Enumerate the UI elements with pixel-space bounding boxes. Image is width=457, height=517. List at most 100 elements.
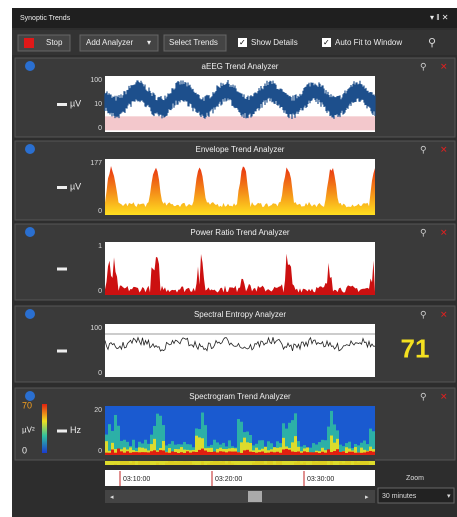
settings-icon[interactable]: ⚲ [420, 309, 427, 319]
axis-tick: 100 [90, 325, 102, 332]
spectrogram-col [201, 412, 204, 462]
spectrogram-col [162, 450, 165, 459]
plot-area [105, 324, 375, 377]
axis-tick: 177 [90, 160, 102, 167]
spectrogram-col [153, 450, 156, 459]
unit-label: µV [70, 98, 81, 108]
axis-tick: 1 [98, 243, 102, 250]
panel-title: Envelope Trend Analyzer [196, 145, 285, 154]
spectrogram-col [336, 449, 339, 458]
close-icon[interactable]: ✕ [440, 391, 448, 401]
panel-title: Spectrogram Trend Analyzer [189, 392, 291, 401]
spectrogram-col [330, 410, 333, 460]
spectrogram-col [243, 450, 246, 459]
spectrogram-col [111, 449, 114, 458]
settings-icon[interactable]: ⚲ [428, 37, 436, 49]
settings-icon[interactable]: ⚲ [420, 144, 427, 154]
spectrogram-col [363, 440, 366, 458]
band [105, 116, 375, 131]
spectrogram-col [156, 413, 159, 463]
auto-fit-checkbox[interactable] [322, 38, 331, 47]
spectrogram-col [318, 442, 321, 460]
trend-area [105, 253, 375, 295]
spectrogram-col [159, 415, 162, 465]
time-label: 03:30:00 [307, 476, 334, 483]
spectrogram-col [201, 438, 204, 488]
scroll-right[interactable]: ▸ [365, 494, 369, 501]
spectrogram-col [204, 450, 207, 459]
spectrogram-col [144, 439, 147, 457]
spectrogram-col [117, 448, 120, 457]
info-icon[interactable] [25, 144, 35, 154]
select-trends-button[interactable] [163, 34, 227, 52]
trend-area [105, 165, 375, 215]
spectrogram-col [132, 439, 135, 457]
add-analyzer-label: Add Analyzer [86, 38, 133, 47]
frame-cover [105, 455, 375, 461]
scale-marker [57, 186, 67, 189]
spectrogram-col [285, 448, 288, 457]
timeline: ◂ ▸ Zoom 30 minutes ▾ 03:10:00 03:20:00 03… [12, 465, 457, 517]
spectrogram-col [213, 439, 216, 457]
spectrogram-col [171, 441, 174, 459]
colorbar-min: 0 [22, 445, 27, 455]
info-icon[interactable] [25, 309, 35, 319]
spectrogram-col [369, 450, 372, 459]
zoom-dropdown[interactable] [377, 487, 455, 504]
spectrogram-col [159, 450, 162, 459]
spectrogram-col [267, 441, 270, 459]
settings-icon[interactable]: ⚲ [420, 61, 427, 71]
colorbar-max: 70 [22, 400, 32, 410]
spectrogram-col [288, 449, 291, 458]
spectrogram-col [198, 437, 201, 487]
axis-tick: 0 [98, 448, 102, 455]
axis-tick: 0 [98, 370, 102, 377]
spectrogram-col [312, 443, 315, 461]
aeeg-trace [104, 80, 376, 120]
axis-tick: 0 [98, 288, 102, 295]
close-icon[interactable]: ✕ [440, 227, 448, 237]
axis-tick: 0 [98, 125, 102, 132]
spectrogram-col [336, 438, 339, 488]
stop-icon [24, 38, 34, 48]
select-trends-label: Select Trends [169, 38, 218, 47]
info-icon[interactable] [25, 227, 35, 237]
time-label: 03:20:00 [215, 476, 242, 483]
show-details-checkbox[interactable] [238, 38, 247, 47]
spectrogram-col [327, 449, 330, 458]
settings-icon[interactable]: ⚲ [420, 227, 427, 237]
info-icon[interactable] [25, 61, 35, 71]
scale-marker [57, 267, 67, 271]
spectrogram-col [114, 414, 117, 464]
spectrogram-col [237, 419, 240, 469]
spectrogram-col [108, 424, 111, 474]
settings-icon[interactable]: ⚲ [420, 391, 427, 401]
close-icon[interactable]: ✕ [440, 309, 448, 319]
window-controls[interactable]: ▾ ‖ ✕ [430, 13, 448, 22]
plot-area [105, 242, 375, 295]
scroll-thumb[interactable] [248, 491, 262, 502]
scroll-left[interactable]: ◂ [110, 494, 114, 501]
spectrogram-col [201, 448, 204, 457]
colorbar-unit: µV² [22, 426, 35, 435]
add-analyzer-button[interactable] [79, 34, 159, 52]
scale-marker [57, 429, 67, 433]
zoom-label: Zoom [406, 475, 424, 482]
show-details-label: Show Details [251, 38, 298, 47]
check-mark: ✓ [323, 38, 330, 47]
axis-tick: 20 [94, 407, 102, 414]
scale-marker [57, 349, 67, 353]
axis-tick: 0 [98, 208, 102, 215]
close-icon[interactable]: ✕ [440, 61, 448, 71]
unit-label: µV [70, 181, 81, 191]
info-icon[interactable] [25, 391, 35, 401]
time-axis [105, 470, 375, 486]
close-icon[interactable]: ✕ [440, 144, 448, 154]
dropdown-arrow: ▾ [147, 38, 151, 47]
axis-tick: 100 [90, 77, 102, 84]
scrollbar[interactable] [105, 490, 375, 503]
stop-label: Stop [46, 38, 63, 47]
